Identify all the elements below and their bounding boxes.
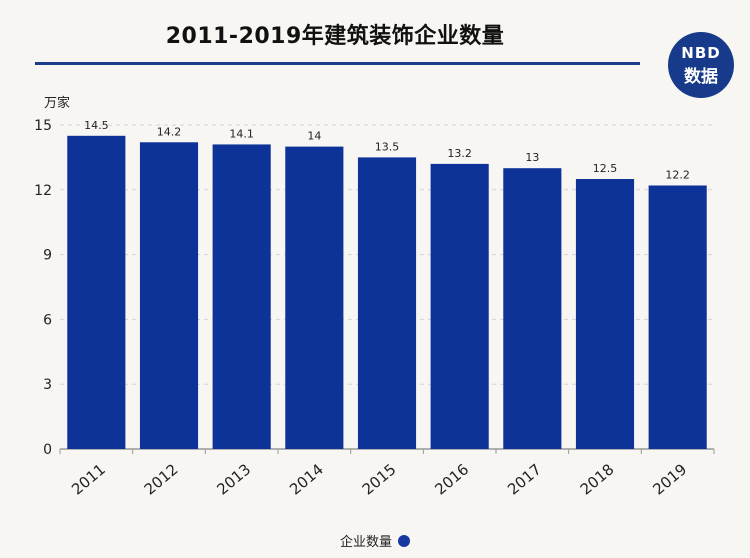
- bar: [357, 157, 417, 449]
- x-tick-label: 2014: [286, 460, 327, 498]
- legend: 企业数量: [0, 531, 750, 550]
- y-tick-label: 15: [34, 118, 52, 134]
- x-tick-label: 2011: [68, 460, 109, 498]
- chart-title: 2011-2019年建筑装饰企业数量: [165, 24, 505, 49]
- x-tick-label: 2017: [504, 460, 545, 498]
- data-label: 13: [525, 151, 539, 164]
- data-label: 13.2: [447, 147, 472, 160]
- bar: [67, 135, 126, 450]
- x-tick-label: 2013: [213, 460, 254, 498]
- logo-text-nbd: NBD: [681, 44, 721, 62]
- data-label: 14.5: [84, 119, 109, 132]
- data-label: 12.5: [593, 162, 618, 175]
- bar: [430, 163, 489, 449]
- y-axis-unit-label: 万家: [44, 96, 71, 111]
- y-tick-label: 3: [43, 377, 52, 393]
- x-tick-label: 2016: [431, 460, 472, 498]
- bar: [503, 168, 562, 449]
- bar: [575, 179, 635, 449]
- x-tick-label: 2019: [649, 460, 690, 498]
- x-tick-label: 2012: [141, 460, 182, 498]
- data-label: 14.1: [229, 127, 254, 140]
- nbd-logo: NBD 数据: [668, 32, 734, 98]
- data-label: 14: [307, 130, 321, 143]
- bar: [648, 185, 707, 450]
- bar: [285, 146, 344, 449]
- legend-marker: [398, 535, 410, 547]
- x-tick-label: 2015: [359, 460, 400, 498]
- y-tick-label: 6: [43, 312, 52, 328]
- data-label: 13.5: [375, 140, 400, 153]
- y-tick-label: 9: [43, 248, 52, 264]
- logo-text-data: 数据: [684, 67, 718, 87]
- bar: [139, 142, 199, 449]
- data-label: 14.2: [157, 125, 182, 138]
- bar: [212, 144, 271, 449]
- data-label: 12.2: [665, 168, 690, 181]
- title-underline: [35, 62, 640, 65]
- legend-label: 企业数量: [339, 535, 392, 550]
- y-tick-label: 0: [43, 442, 52, 458]
- y-tick-label: 12: [34, 183, 52, 199]
- x-tick-label: 2018: [577, 460, 618, 498]
